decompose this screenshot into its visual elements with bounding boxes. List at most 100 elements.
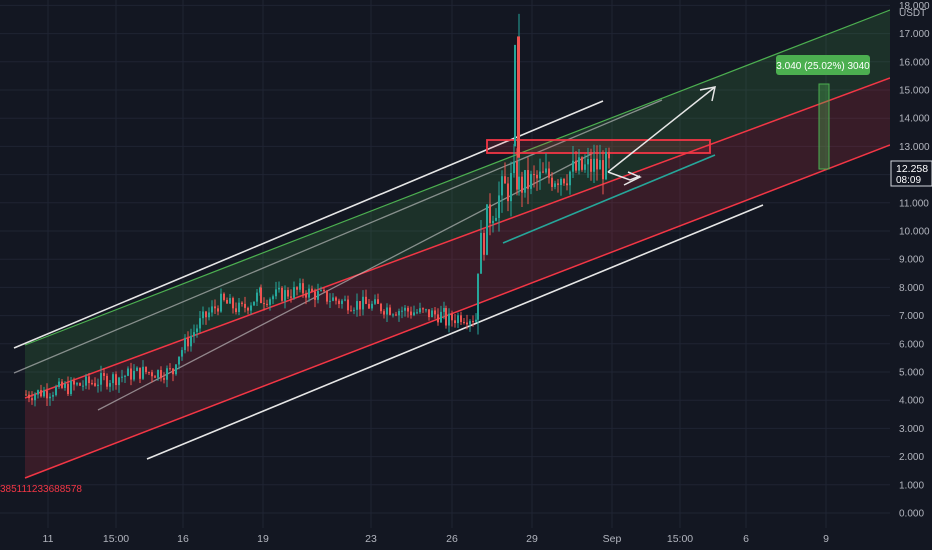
candle-body	[434, 310, 436, 315]
candle-body	[374, 299, 376, 304]
candle-body	[398, 311, 400, 316]
candle-body	[323, 290, 325, 292]
candle-body	[250, 305, 252, 311]
candle-body	[428, 309, 430, 318]
candle-body	[578, 157, 580, 171]
candle-body	[377, 299, 379, 304]
candle-body	[88, 376, 90, 384]
candle-body	[466, 322, 468, 325]
spike-body	[517, 36, 520, 158]
candle-body	[229, 298, 231, 304]
candle-body	[590, 158, 592, 172]
candle-body	[431, 310, 433, 318]
candle-body	[260, 287, 262, 304]
measure-range-box	[818, 83, 830, 170]
candle-body	[404, 307, 406, 311]
candle-body	[338, 300, 340, 304]
candle-body	[79, 383, 81, 386]
candle-body	[109, 383, 111, 387]
x-tick-label: 15:00	[103, 533, 129, 545]
y-tick-label: 8.000	[899, 283, 924, 294]
red-channel-bottom-line	[24, 144, 890, 479]
candle-body	[127, 368, 129, 376]
green-channel-top-line	[24, 9, 890, 346]
candle-body	[296, 287, 298, 290]
candle-body	[317, 291, 319, 300]
candle-body	[287, 290, 289, 297]
candle-body	[275, 289, 277, 297]
candle-body	[463, 322, 465, 324]
candle-body	[263, 303, 265, 305]
candle-body	[199, 318, 201, 329]
y-tick-label: 2.000	[899, 452, 924, 463]
candle-body	[332, 297, 334, 301]
candle-body	[184, 338, 186, 351]
candle-body	[326, 290, 328, 302]
candle-body	[536, 174, 538, 179]
candle-body	[410, 311, 412, 316]
candle-body	[335, 297, 337, 301]
candle-body	[350, 310, 352, 312]
candle-body	[510, 173, 512, 202]
candle-body	[548, 168, 550, 178]
x-tick-label: 9	[823, 533, 829, 545]
candle-body	[524, 170, 526, 193]
candle-body	[419, 308, 421, 313]
candle-body	[217, 308, 219, 312]
candle-body	[172, 368, 174, 375]
candle-body	[513, 161, 515, 174]
candle-body	[425, 309, 427, 311]
candle-body	[163, 378, 165, 380]
candle-body	[518, 176, 520, 190]
candle-body	[299, 283, 301, 290]
y-tick-label: 18.000	[899, 1, 930, 12]
candle-body	[480, 232, 482, 274]
y-tick-label: 17.000	[899, 29, 930, 40]
candle-body	[103, 373, 105, 376]
candle-body	[100, 373, 102, 385]
candle-body	[495, 217, 497, 221]
candle-body	[469, 321, 471, 325]
candle-body	[320, 290, 322, 292]
candle-body	[94, 383, 96, 386]
candle-body	[284, 290, 286, 301]
candle-body	[76, 383, 78, 385]
x-tick-label: 6	[743, 533, 749, 545]
candle-body	[341, 300, 343, 304]
candle-body	[602, 160, 604, 180]
candle-body	[386, 307, 388, 315]
candle-body	[91, 383, 93, 385]
y-tick-label: 3.000	[899, 424, 924, 435]
candle-body	[169, 368, 171, 370]
candle-body	[278, 287, 280, 290]
measure-label-box	[776, 55, 870, 75]
candle-body	[148, 372, 150, 374]
candle-body	[504, 176, 506, 184]
candle-body	[52, 395, 54, 397]
y-tick-label: 6.000	[899, 339, 924, 350]
candle-body	[58, 381, 60, 388]
candle-body	[154, 376, 156, 378]
trend-support-line	[502, 154, 716, 244]
candle-body	[121, 376, 123, 378]
x-tick-label: 15:00	[667, 533, 693, 545]
candle-body	[82, 385, 84, 387]
candle-body	[477, 273, 479, 320]
candle-body	[208, 312, 210, 318]
candle-body	[281, 287, 283, 301]
candle-body	[160, 370, 162, 379]
candle-body	[475, 319, 477, 322]
candle-body	[70, 380, 72, 395]
candle-body	[413, 312, 415, 316]
candle-body	[37, 390, 39, 395]
candle-body	[253, 301, 255, 306]
grid-lines	[0, 0, 890, 528]
candle-body	[214, 306, 216, 309]
candle-body	[67, 383, 69, 395]
candle-body	[521, 176, 523, 193]
candle-body	[353, 309, 355, 311]
candle-body	[472, 321, 474, 323]
candle-body	[28, 394, 30, 399]
candle-body	[190, 335, 192, 347]
